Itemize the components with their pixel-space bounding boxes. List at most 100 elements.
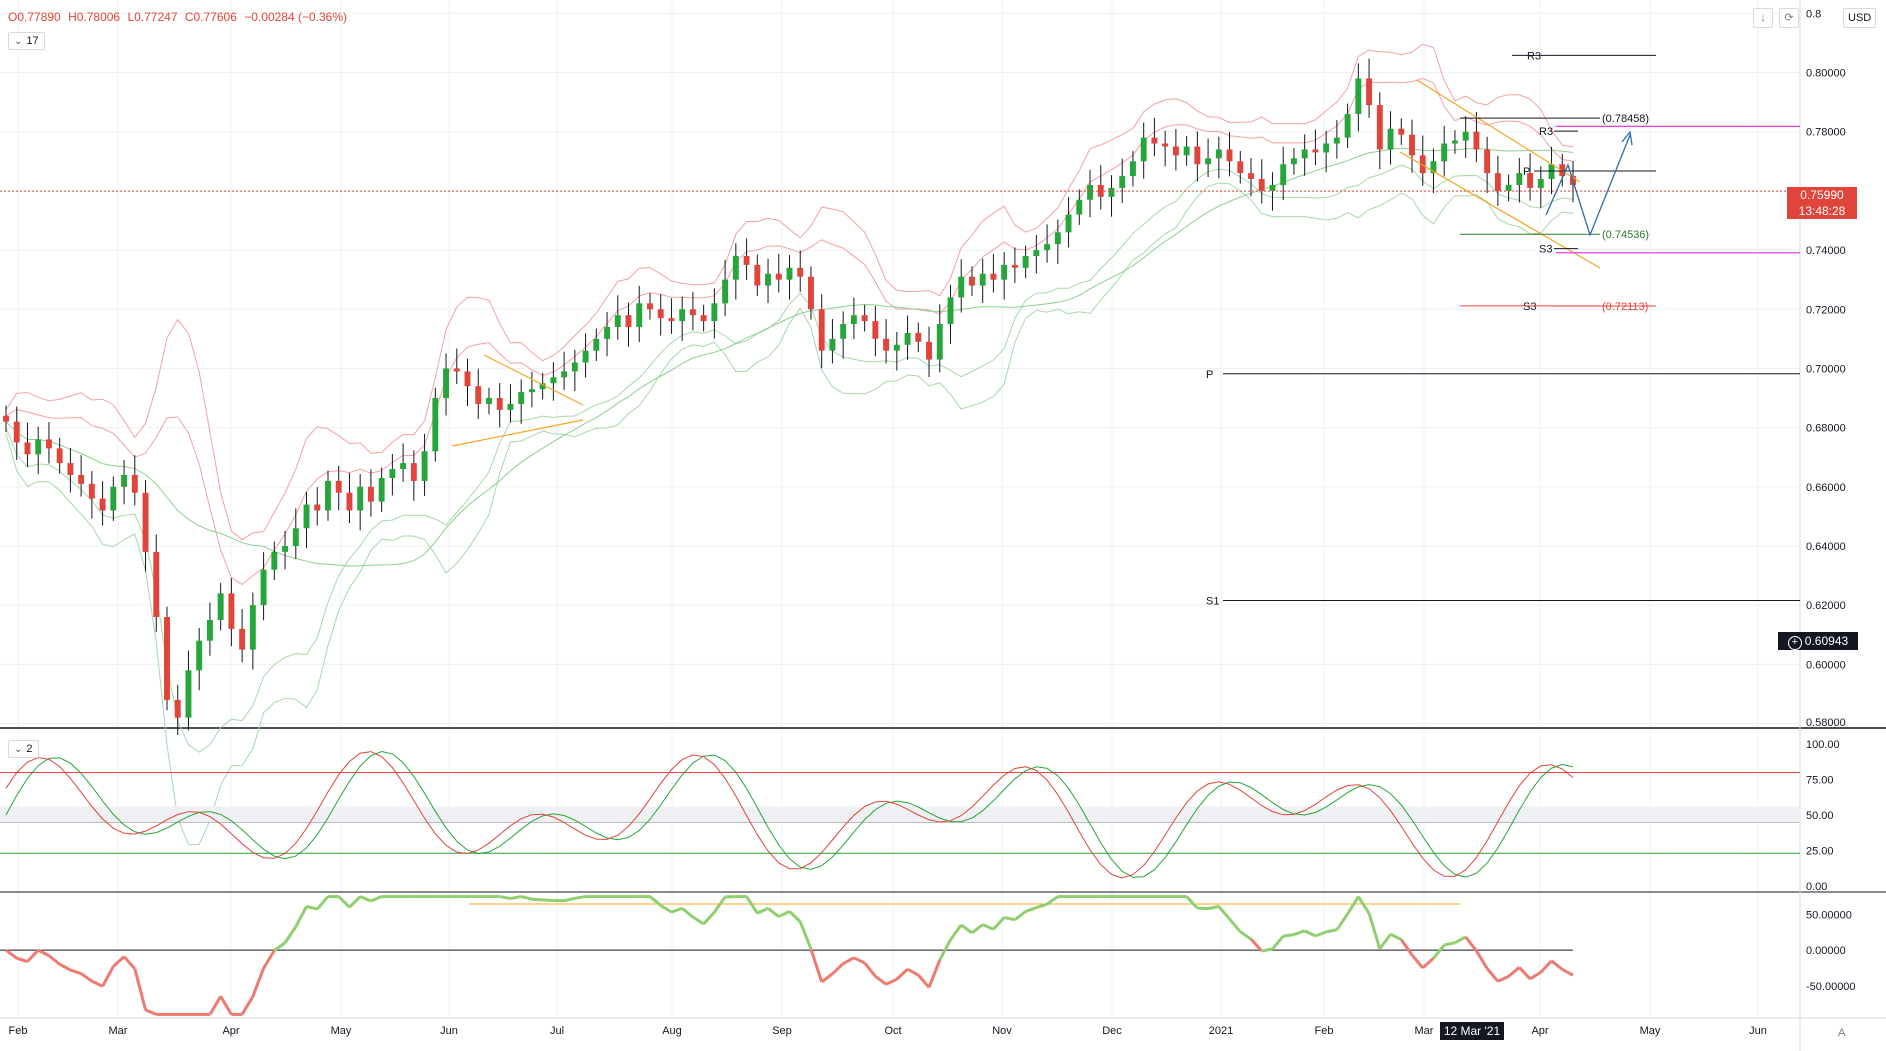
momentum-segment [262, 949, 276, 970]
candle-body [88, 483, 95, 499]
momentum-segment [520, 895, 533, 901]
candle-body [56, 448, 63, 464]
pivot-label: R3 [1539, 126, 1553, 138]
candle-body [1344, 113, 1351, 138]
refresh-icon[interactable]: ⟳ [1779, 8, 1799, 28]
candle-body [969, 276, 975, 286]
momentum-segment [348, 895, 362, 909]
momentum-segment [294, 905, 308, 928]
candle-body [325, 480, 331, 511]
candle-body [1430, 161, 1437, 174]
candle-body [1054, 232, 1061, 245]
candle-body [400, 463, 407, 470]
crosshair-price-value: 0.60943 [1804, 634, 1849, 648]
candle-body [443, 368, 449, 399]
candle-body [1312, 149, 1319, 153]
plus-icon[interactable]: + [1787, 636, 1802, 650]
momentum-segment [1261, 947, 1273, 953]
candle-body [228, 593, 235, 629]
candle-body [979, 273, 986, 286]
momentum-segment [949, 924, 963, 941]
momentum-segment [1550, 959, 1564, 971]
momentum-segment [853, 956, 866, 965]
momentum-segment [316, 895, 330, 911]
candle-body [528, 389, 535, 393]
momentum-segment [906, 967, 920, 977]
candle-body [303, 504, 310, 529]
candle-body [1011, 264, 1018, 268]
candle-body [722, 279, 729, 304]
momentum-segment [574, 895, 586, 900]
pivot-label: P [1206, 369, 1213, 381]
candle-body [185, 670, 192, 718]
candle-body [1355, 78, 1362, 114]
momentum-segment [895, 968, 909, 981]
candle-body [432, 398, 439, 452]
candle-body [1269, 184, 1276, 191]
momentum-segment [47, 954, 61, 966]
momentum-segment [359, 895, 372, 903]
momentum-segment [1013, 910, 1027, 921]
momentum-segment [874, 975, 887, 986]
candle-body [131, 474, 138, 493]
candle-body [206, 619, 213, 641]
momentum-segment [842, 956, 855, 965]
y-tick-label: 0.72000 [1806, 304, 1846, 316]
candle-body [507, 403, 514, 410]
arrow-down-icon[interactable]: ↓ [1753, 8, 1773, 28]
candle-body [1527, 173, 1534, 188]
candle-body [1366, 78, 1373, 106]
momentum-segment [659, 904, 673, 914]
candle-body [872, 321, 879, 339]
momentum-segment [112, 955, 126, 968]
candle-body [1076, 199, 1083, 215]
candle-body [1205, 158, 1212, 165]
candle-body [518, 392, 525, 404]
candle-body [271, 551, 278, 570]
momentum-segment [1003, 916, 1016, 922]
x-tick-label: Feb [1315, 1025, 1334, 1037]
candle-body [346, 492, 353, 511]
triangle-upper-line [483, 354, 584, 406]
candle-body [1419, 155, 1426, 174]
momentum-segment [831, 962, 845, 975]
candle-body [1451, 140, 1458, 144]
pivot-label: P [1523, 166, 1530, 178]
x-tick-label: Jun [440, 1025, 458, 1037]
main-legend-toggle[interactable]: ⌄ 17 [8, 32, 45, 50]
candle-body [153, 551, 160, 618]
candle-body [1301, 149, 1308, 159]
momentum-segment [885, 977, 898, 986]
momentum-segment [809, 948, 824, 983]
oscillator-legend-toggle[interactable]: ⌄ 2 [8, 740, 39, 758]
candle-body [367, 486, 374, 502]
bar-countdown: 13:48:28 [1798, 204, 1846, 218]
last-price-value: 0.75990 [1800, 188, 1844, 202]
candle-body [614, 315, 621, 328]
candle-body [99, 498, 106, 511]
candle-body [410, 463, 417, 481]
momentum-segment [1410, 954, 1424, 969]
momentum-segment [273, 941, 286, 952]
momentum-segment [219, 995, 233, 1016]
time-scale-mode-label: A [1838, 1027, 1846, 1039]
candle-body [314, 504, 321, 511]
momentum-segment [337, 895, 351, 909]
momentum-segment [240, 995, 255, 1016]
y-tick-label: 0.8 [1806, 8, 1821, 20]
momentum-segment [370, 895, 383, 903]
currency-button[interactable]: USD [1843, 8, 1877, 28]
y-tick-label: 0.62000 [1806, 600, 1846, 612]
x-tick-label: Jul [550, 1025, 564, 1037]
momentum-segment [499, 895, 511, 900]
momentum-segment [756, 906, 769, 915]
momentum-segment [26, 949, 40, 963]
x-tick-label: May [331, 1025, 352, 1037]
momentum-segment [37, 948, 50, 957]
momentum-segment [91, 979, 104, 988]
candle-body [786, 267, 793, 280]
candle-body [1065, 214, 1072, 233]
momentum-segment [101, 965, 115, 987]
y-tick-label: 0.58000 [1806, 717, 1846, 729]
